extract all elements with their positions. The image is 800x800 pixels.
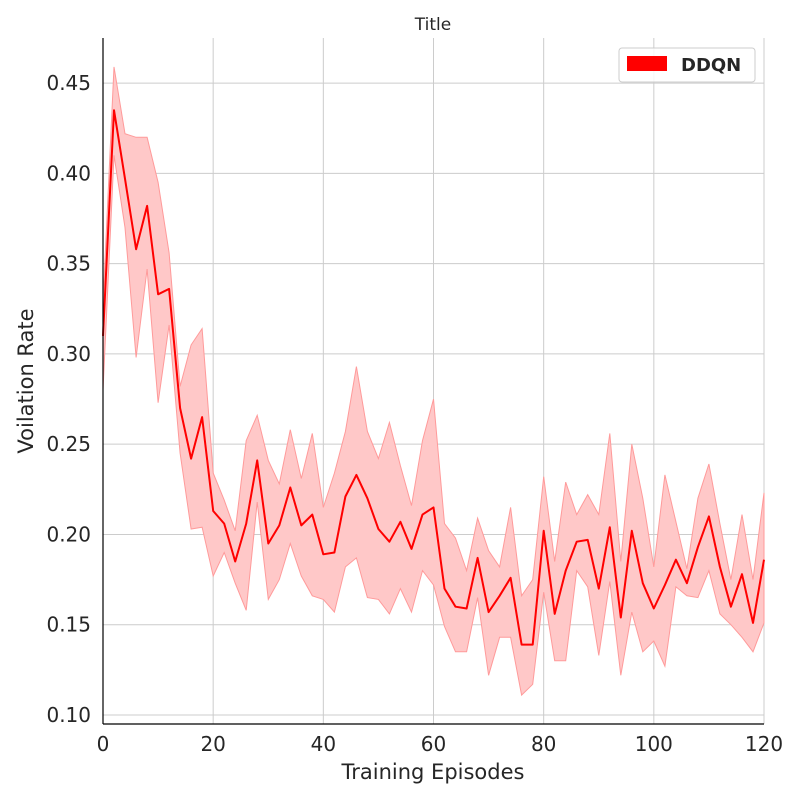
grid-lines	[102, 38, 765, 724]
legend: DDQN	[618, 47, 756, 83]
x-tick-label: 40	[311, 732, 336, 756]
y-axis-label: Voilation Rate	[14, 308, 38, 453]
chart-title: Title	[414, 15, 451, 35]
y-tick-label: 0.15	[46, 613, 91, 637]
y-tick-labels: 0.10 0.15 0.20 0.25 0.30 0.35 0.40 0.45	[46, 71, 91, 727]
y-tick-label: 0.35	[46, 252, 91, 276]
x-tick-label: 80	[531, 732, 556, 756]
legend-label-ddqn: DDQN	[681, 55, 741, 76]
x-tick-label: 120	[745, 732, 783, 756]
y-tick-label: 0.25	[46, 432, 91, 456]
series-line-ddqn	[102, 109, 765, 646]
x-axis-label: Training Episodes	[341, 760, 525, 784]
x-tick-label: 20	[200, 732, 225, 756]
x-tick-labels: 0 20 40 60 80 100 120	[97, 732, 783, 756]
y-tick-label: 0.45	[46, 71, 91, 95]
x-tick-label: 100	[635, 732, 673, 756]
y-tick-label: 0.40	[46, 161, 91, 185]
legend-swatch-ddqn	[627, 56, 667, 71]
axes	[102, 38, 764, 725]
x-tick-label: 60	[421, 732, 446, 756]
y-tick-label: 0.10	[46, 703, 91, 727]
x-tick-label: 0	[97, 732, 110, 756]
y-tick-label: 0.20	[46, 522, 91, 546]
y-tick-label: 0.30	[46, 342, 91, 366]
